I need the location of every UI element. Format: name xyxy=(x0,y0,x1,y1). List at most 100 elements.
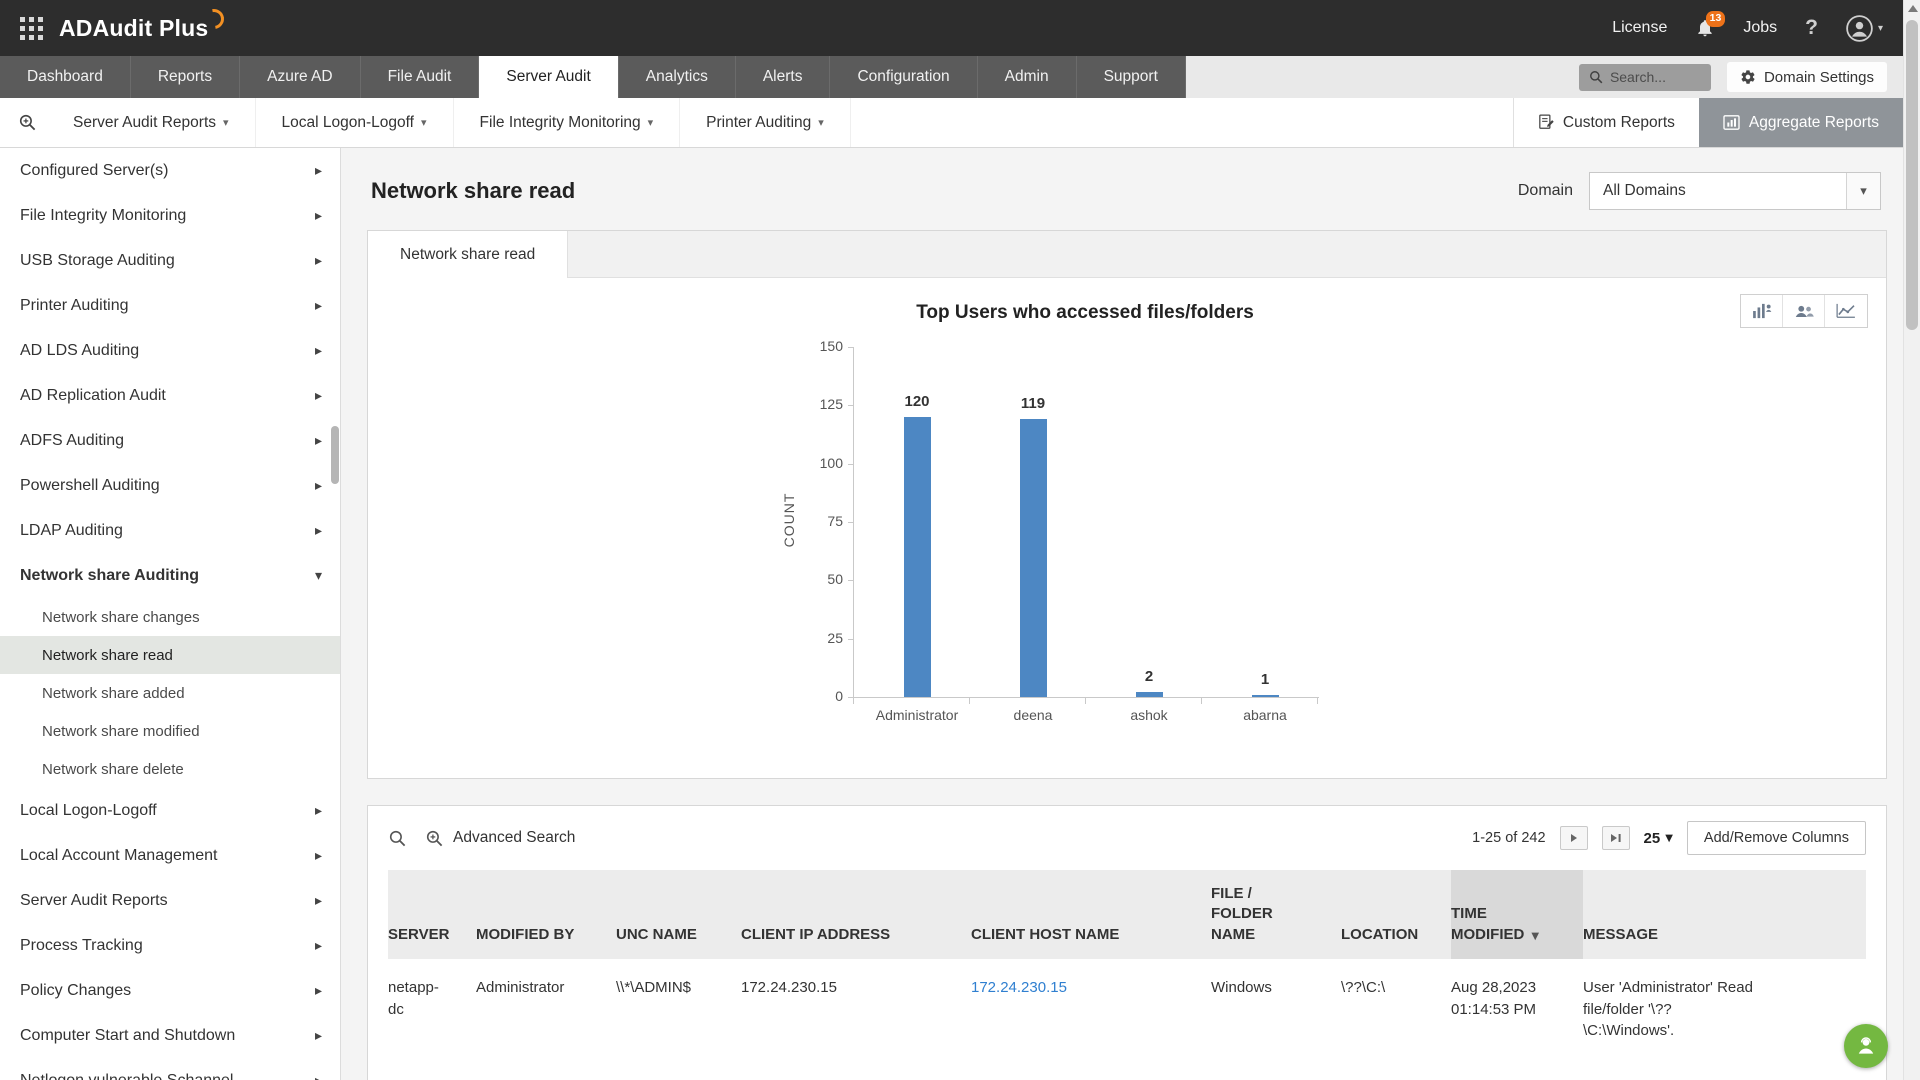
aggregate-reports-label: Aggregate Reports xyxy=(1748,113,1879,131)
cell-location: \??\C:\ xyxy=(1341,978,1386,996)
sidebar-item-ad-replication-audit[interactable]: AD Replication Audit ▸ xyxy=(0,373,340,418)
sidebar-item-computer-start-and-shutdown[interactable]: Computer Start and Shutdown ▸ xyxy=(0,1013,340,1058)
report-menu-server-audit-reports[interactable]: Server Audit Reports ▾ xyxy=(47,98,256,147)
column-header-time-modified[interactable]: TIME MODIFIED ▼ xyxy=(1451,870,1583,959)
chevron-right-icon: ▸ xyxy=(314,982,322,999)
sidebar-scrollbar-thumb[interactable] xyxy=(331,426,339,484)
custom-reports-button[interactable]: Custom Reports xyxy=(1512,98,1699,147)
sidebar-item-network-share-auditing[interactable]: Network share Auditing ▾ xyxy=(0,553,340,598)
tab-network-share-read[interactable]: Network share read xyxy=(368,231,569,278)
chevron-right-icon: ▸ xyxy=(315,1073,322,1080)
page-size-select[interactable]: 25 ▼ xyxy=(1644,830,1673,847)
advanced-search-button[interactable]: Advanced Search xyxy=(425,829,575,848)
tab-server-audit[interactable]: Server Audit xyxy=(479,56,619,98)
sidebar-item-local-account-management[interactable]: Local Account Management ▸ xyxy=(0,833,340,878)
column-header-server[interactable]: SERVER xyxy=(388,870,476,959)
chart-bar-deena[interactable] xyxy=(1019,419,1047,697)
scrollbar-up-arrow[interactable] xyxy=(1908,5,1918,12)
sidebar-item-local-logon-logoff[interactable]: Local Logon-Logoff ▸ xyxy=(0,788,340,833)
report-search-button[interactable] xyxy=(0,98,47,147)
chart-area: Top Users who accessed files/folders 0 25… xyxy=(368,278,1886,778)
chart-xtick-mark xyxy=(1201,697,1202,704)
cell-file-folder-name: Windows xyxy=(1211,978,1272,996)
help-button[interactable]: ? xyxy=(1805,16,1818,39)
sidebar-item-ad-lds-auditing[interactable]: AD LDS Auditing ▸ xyxy=(0,328,340,373)
tab-configuration[interactable]: Configuration xyxy=(830,56,978,98)
chevron-down-icon: ▾ xyxy=(314,567,322,584)
sidebar-item-file-integrity-monitoring[interactable]: File Integrity Monitoring ▸ xyxy=(0,193,340,238)
column-header-unc-name[interactable]: UNC NAME xyxy=(616,870,741,959)
support-chat-button[interactable] xyxy=(1844,1024,1888,1068)
sidebar-item-ldap-auditing[interactable]: LDAP Auditing ▸ xyxy=(0,508,340,553)
domain-select[interactable]: All Domains ▾ xyxy=(1589,172,1881,210)
client-host-link[interactable]: 172.24.230.15 xyxy=(971,978,1067,996)
sidebar-item-adfs-auditing[interactable]: ADFS Auditing ▸ xyxy=(0,418,340,463)
cell-unc-name: \\*\ADMIN$ xyxy=(616,978,692,996)
chart-bar-administrator[interactable] xyxy=(903,417,931,697)
chart-bar-value: 1 xyxy=(1260,670,1270,688)
tab-file-audit[interactable]: File Audit xyxy=(361,56,480,98)
sidebar-subitem-network-share-delete[interactable]: Network share delete xyxy=(42,760,184,778)
global-search[interactable] xyxy=(1578,63,1711,91)
column-header-client-ip-address[interactable]: CLIENT IP ADDRESS xyxy=(741,870,971,959)
chart-summary-view-button[interactable] xyxy=(1741,295,1783,327)
sidebar-item-label: Netlogon vulnerable Schannel xyxy=(20,1071,234,1080)
sidebar-item-server-audit-reports[interactable]: Server Audit Reports ▸ xyxy=(0,878,340,923)
chart-title: Top Users who accessed files/folders xyxy=(916,302,1254,323)
sidebar-item-usb-storage-auditing[interactable]: USB Storage Auditing ▸ xyxy=(0,238,340,283)
domain-settings-button[interactable]: Domain Settings xyxy=(1726,62,1887,92)
sidebar-subitem-network-share-added[interactable]: Network share added xyxy=(42,684,185,702)
next-page-button[interactable] xyxy=(1559,826,1588,850)
tab-support[interactable]: Support xyxy=(1077,56,1186,98)
chart-line-view-button[interactable] xyxy=(1825,295,1867,327)
sidebar-item-process-tracking[interactable]: Process Tracking ▸ xyxy=(0,923,340,968)
cell-time-modified: Aug 28,2023 01:14:53 PM xyxy=(1451,978,1537,1018)
sidebar-item-policy-changes[interactable]: Policy Changes ▸ xyxy=(0,968,340,1013)
scrollbar-thumb[interactable] xyxy=(1906,20,1918,330)
column-header-client-host-name[interactable]: CLIENT HOST NAME xyxy=(971,870,1211,959)
notifications-button[interactable]: 13 xyxy=(1695,11,1726,38)
sidebar-subitem-network-share-changes[interactable]: Network share changes xyxy=(42,608,200,626)
jobs-link[interactable]: Jobs xyxy=(1743,19,1778,36)
caret-down-icon: ▾ xyxy=(223,116,229,129)
table-search-button[interactable] xyxy=(388,829,407,848)
tab-alerts[interactable]: Alerts xyxy=(736,56,831,98)
aggregate-reports-button[interactable]: Aggregate Reports xyxy=(1698,98,1903,147)
column-header-file-folder-name[interactable]: FILE / FOLDER NAME xyxy=(1211,870,1341,959)
add-remove-columns-button[interactable]: Add/Remove Columns xyxy=(1686,821,1866,855)
report-menu-local-logon-logoff[interactable]: Local Logon-Logoff ▾ xyxy=(256,98,454,147)
sidebar-item-printer-auditing[interactable]: Printer Auditing ▸ xyxy=(0,283,340,328)
last-page-button[interactable] xyxy=(1601,826,1630,850)
sidebar-item-configured-server-s[interactable]: Configured Server(s) ▸ xyxy=(0,148,340,193)
column-header-location[interactable]: LOCATION xyxy=(1341,870,1451,959)
sidebar-item-netlogon-vulnerable-schannel[interactable]: Netlogon vulnerable Schannel ▸ xyxy=(0,1058,340,1080)
tab-reports[interactable]: Reports xyxy=(131,56,241,98)
report-menu-file-integrity-monitoring[interactable]: File Integrity Monitoring ▾ xyxy=(454,98,681,147)
content-area: Configured Server(s) ▸ File Integrity Moni… xyxy=(0,148,1903,1080)
column-header-message[interactable]: MESSAGE xyxy=(1583,870,1783,959)
cell-message: User 'Administrator' Read file/folder '\… xyxy=(1583,978,1753,1040)
chart-bar-value: 2 xyxy=(1144,668,1154,686)
sidebar-subitem-network-share-read[interactable]: Network share read xyxy=(0,636,340,674)
chart-bar-abarna[interactable] xyxy=(1251,694,1279,697)
report-menu-list: Server Audit Reports ▾ Local Logon-Logoff ▾… xyxy=(47,98,851,147)
chevron-right-icon: ▸ xyxy=(314,432,322,449)
column-header-modified-by[interactable]: MODIFIED BY xyxy=(476,870,616,959)
license-link[interactable]: License xyxy=(1612,19,1668,36)
report-menu-printer-auditing[interactable]: Printer Auditing ▾ xyxy=(680,98,851,147)
chart-y-axis xyxy=(853,347,854,697)
tab-dashboard[interactable]: Dashboard xyxy=(0,56,131,98)
tab-analytics[interactable]: Analytics xyxy=(619,56,736,98)
table-row: netapp-dc Administrator \\*\ADMIN$ 172.24.2… xyxy=(388,959,1866,1060)
window-scrollbar[interactable] xyxy=(1903,0,1920,1080)
sidebar-item-powershell-auditing[interactable]: Powershell Auditing ▸ xyxy=(0,463,340,508)
user-menu-button[interactable]: ▾ xyxy=(1846,14,1883,42)
sidebar-subitem-network-share-modified[interactable]: Network share modified xyxy=(42,722,200,740)
tab-azure-ad[interactable]: Azure AD xyxy=(240,56,361,98)
tab-admin[interactable]: Admin xyxy=(978,56,1077,98)
search-input[interactable] xyxy=(1609,69,1700,85)
chart-users-view-button[interactable] xyxy=(1783,295,1825,327)
column-header-filler xyxy=(1783,870,1866,959)
apps-grid-icon[interactable] xyxy=(20,16,43,40)
chart-bar-ashok[interactable] xyxy=(1135,692,1163,697)
